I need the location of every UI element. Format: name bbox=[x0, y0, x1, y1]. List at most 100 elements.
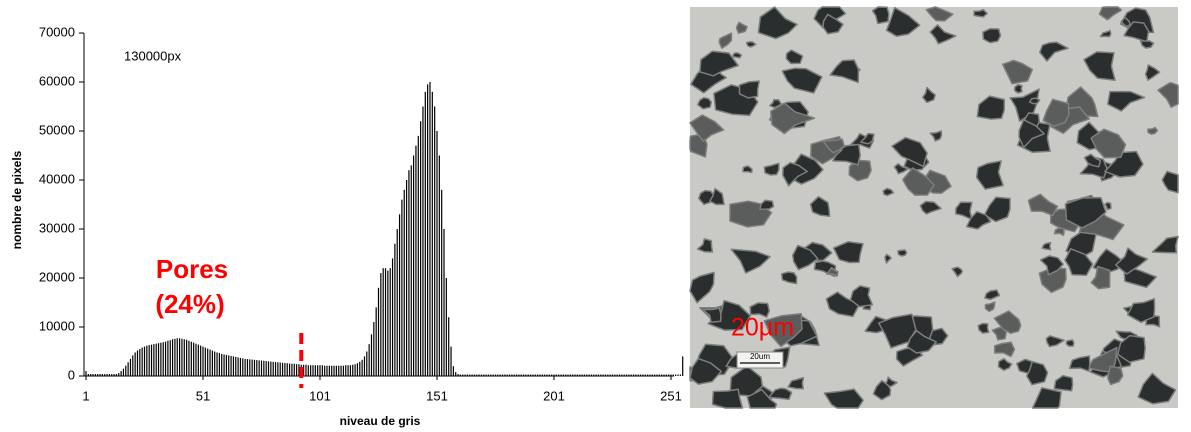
bar bbox=[518, 374, 520, 376]
bar bbox=[361, 359, 363, 376]
bar bbox=[530, 374, 532, 376]
bar bbox=[649, 374, 651, 376]
bar bbox=[581, 374, 583, 376]
bar bbox=[675, 374, 677, 376]
pore bbox=[872, 379, 892, 401]
bar bbox=[176, 338, 178, 376]
x-tick-label: 201 bbox=[543, 388, 565, 403]
bar bbox=[593, 374, 595, 376]
x-tick-label: 151 bbox=[426, 388, 448, 403]
bar bbox=[99, 374, 101, 376]
bar bbox=[97, 374, 99, 376]
pore bbox=[689, 271, 715, 304]
bar bbox=[621, 374, 623, 376]
pore bbox=[1151, 235, 1179, 254]
bar bbox=[555, 374, 557, 376]
bar bbox=[466, 374, 469, 376]
bar bbox=[415, 145, 417, 376]
pore bbox=[822, 138, 845, 154]
pore bbox=[781, 67, 823, 94]
bar bbox=[527, 374, 529, 376]
bar bbox=[118, 373, 120, 376]
bar bbox=[389, 268, 391, 376]
bar bbox=[223, 354, 225, 376]
bar bbox=[366, 351, 368, 376]
bar bbox=[120, 371, 122, 376]
pore bbox=[1090, 128, 1127, 159]
bar bbox=[438, 155, 440, 376]
bar bbox=[572, 374, 574, 376]
pore bbox=[919, 200, 942, 215]
bar bbox=[284, 363, 286, 376]
pore bbox=[1144, 64, 1161, 81]
bar bbox=[101, 374, 103, 376]
bar bbox=[398, 214, 401, 376]
pore bbox=[849, 285, 874, 308]
bar bbox=[384, 268, 387, 376]
bar bbox=[450, 346, 452, 376]
pore bbox=[848, 159, 872, 182]
pore bbox=[997, 357, 1013, 372]
pore bbox=[1068, 355, 1091, 372]
bar bbox=[387, 270, 389, 376]
bar bbox=[251, 359, 253, 376]
pore bbox=[993, 310, 1022, 335]
bar bbox=[490, 374, 492, 376]
bar bbox=[228, 355, 230, 376]
bar bbox=[157, 343, 160, 376]
y-tick-label: 0 bbox=[68, 367, 75, 382]
bar bbox=[277, 362, 279, 376]
y-axis-label: nombre de pixels bbox=[10, 150, 24, 249]
bar bbox=[181, 338, 183, 376]
pore bbox=[822, 13, 844, 35]
bar bbox=[115, 374, 118, 376]
pore bbox=[746, 388, 778, 409]
bar bbox=[501, 374, 504, 376]
bar bbox=[125, 365, 127, 376]
bar bbox=[370, 334, 373, 376]
bar bbox=[642, 374, 644, 376]
pore bbox=[1064, 196, 1107, 229]
pore bbox=[1120, 16, 1131, 27]
bar bbox=[525, 374, 527, 376]
pore bbox=[1123, 267, 1158, 289]
bar bbox=[560, 374, 562, 376]
pore bbox=[759, 199, 775, 211]
bar bbox=[679, 374, 681, 376]
pore bbox=[929, 130, 943, 142]
bar bbox=[579, 374, 581, 376]
bar bbox=[485, 374, 487, 376]
pore bbox=[785, 49, 804, 65]
bar bbox=[565, 374, 567, 376]
bar bbox=[476, 374, 478, 376]
bar bbox=[202, 346, 204, 376]
bar bbox=[230, 355, 232, 376]
pore bbox=[906, 330, 938, 354]
pores-label: (24%) bbox=[155, 289, 224, 319]
bar bbox=[314, 365, 316, 376]
bar bbox=[644, 374, 646, 376]
pore bbox=[1090, 265, 1111, 290]
bar bbox=[625, 374, 628, 376]
pore bbox=[780, 271, 798, 285]
bar bbox=[429, 82, 431, 376]
bar bbox=[558, 374, 560, 376]
pore bbox=[882, 187, 895, 197]
pore bbox=[1104, 150, 1144, 178]
bar bbox=[422, 106, 424, 376]
pore bbox=[718, 32, 733, 49]
bar bbox=[647, 374, 649, 376]
bar bbox=[588, 374, 590, 376]
pore bbox=[732, 52, 743, 59]
bar bbox=[473, 374, 476, 376]
bar bbox=[651, 374, 653, 376]
bar bbox=[279, 362, 281, 376]
bar bbox=[296, 364, 298, 376]
pore bbox=[902, 167, 935, 196]
scale-label: 20µm bbox=[731, 314, 794, 342]
pore bbox=[1027, 193, 1059, 217]
bar bbox=[225, 354, 227, 376]
bar bbox=[405, 180, 408, 376]
bar bbox=[497, 374, 499, 376]
bar bbox=[150, 344, 153, 376]
